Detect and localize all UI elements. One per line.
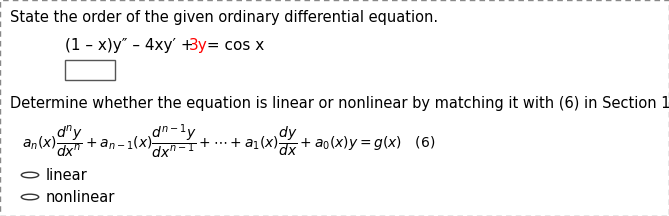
Text: State the order of the given ordinary differential equation.: State the order of the given ordinary di…: [10, 10, 438, 25]
Text: $a_n(x)\dfrac{d^n y}{dx^n} + a_{n-1}(x)\dfrac{d^{n-1}y}{dx^{n-1}} + \cdots + a_1: $a_n(x)\dfrac{d^n y}{dx^n} + a_{n-1}(x)\…: [22, 122, 436, 160]
Text: nonlinear: nonlinear: [45, 189, 115, 205]
Text: (1 – x)y″ – 4xy′ +: (1 – x)y″ – 4xy′ +: [65, 38, 199, 53]
Text: 3y: 3y: [189, 38, 207, 53]
Text: linear: linear: [45, 167, 87, 183]
Text: = cos x: = cos x: [201, 38, 264, 53]
Text: Determine whether the equation is linear or nonlinear by matching it with (6) in: Determine whether the equation is linear…: [10, 96, 669, 111]
